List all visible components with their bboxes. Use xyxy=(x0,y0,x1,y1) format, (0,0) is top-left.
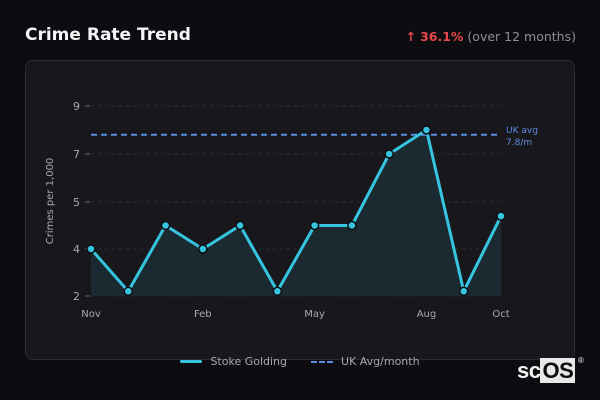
change-value: 36.1% xyxy=(420,29,464,44)
arrow-up-icon: ↑ xyxy=(405,29,417,44)
scos-logo: scOS ® xyxy=(517,356,584,383)
legend-label: UK Avg/month xyxy=(341,355,420,368)
data-point[interactable] xyxy=(198,244,208,254)
chart-card xyxy=(25,60,575,360)
change-period: (over 12 months) xyxy=(467,29,576,44)
data-point[interactable] xyxy=(123,286,134,297)
legend-item-series[interactable]: Stoke Golding xyxy=(180,355,287,368)
page-title: Crime Rate Trend xyxy=(25,25,191,45)
data-point[interactable] xyxy=(458,286,469,297)
data-point[interactable] xyxy=(160,220,171,231)
svg-text:UK avg: UK avg xyxy=(506,126,538,136)
svg-text:2: 2 xyxy=(73,290,80,303)
svg-text:5: 5 xyxy=(73,196,80,209)
data-point[interactable] xyxy=(235,220,245,231)
svg-text:4: 4 xyxy=(73,243,80,256)
data-point[interactable] xyxy=(384,149,394,159)
svg-text:Feb: Feb xyxy=(194,309,212,320)
svg-text:7.8/m: 7.8/m xyxy=(506,138,532,148)
legend-label: Stoke Golding xyxy=(210,355,288,368)
solid-line-icon xyxy=(180,360,203,363)
svg-text:Oct: Oct xyxy=(492,309,509,320)
data-point[interactable] xyxy=(496,211,506,221)
svg-text:May: May xyxy=(304,309,325,320)
legend-item-reference[interactable]: UK Avg/month xyxy=(311,355,420,368)
data-point[interactable] xyxy=(272,286,283,297)
svg-text:7: 7 xyxy=(73,148,80,161)
trend-change: ↑ 36.1% (over 12 months) xyxy=(406,29,576,44)
data-point[interactable] xyxy=(86,244,96,254)
dashed-line-icon xyxy=(311,360,334,363)
chart-legend: Stoke Golding UK Avg/month xyxy=(0,355,600,368)
svg-text:Nov: Nov xyxy=(81,309,101,320)
svg-text:9: 9 xyxy=(73,100,80,113)
data-point[interactable] xyxy=(309,220,320,231)
svg-text:Crimes per 1,000: Crimes per 1,000 xyxy=(45,158,56,245)
svg-text:Aug: Aug xyxy=(417,309,437,320)
data-point[interactable] xyxy=(421,125,432,135)
data-point[interactable] xyxy=(347,220,357,231)
